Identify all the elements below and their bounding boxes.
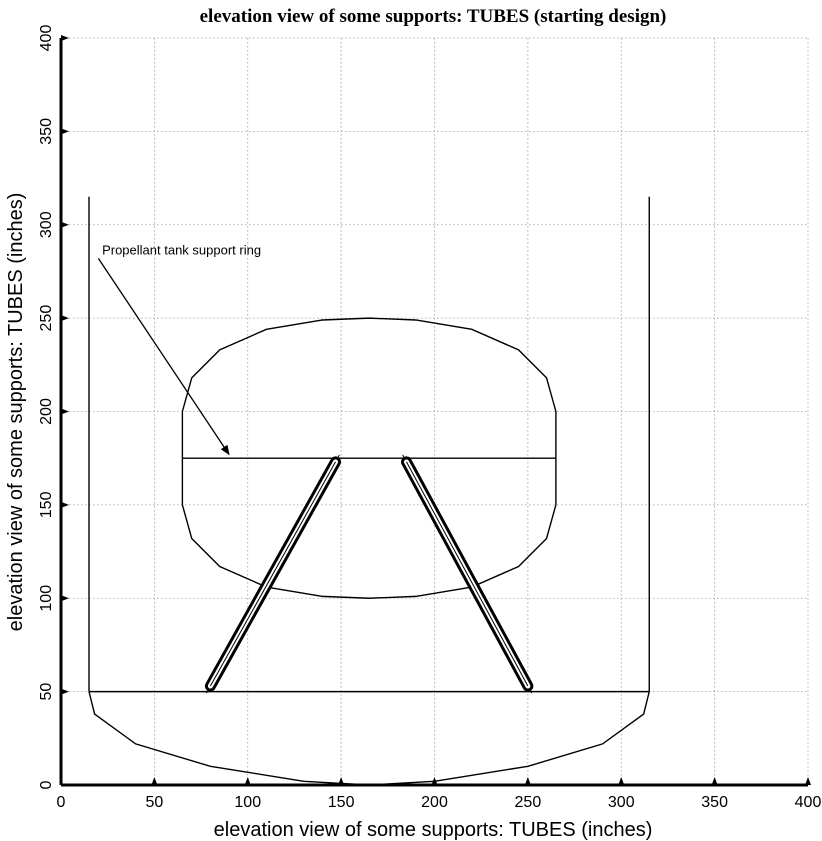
y-tick-mark xyxy=(61,595,69,602)
x-tick-mark xyxy=(338,777,345,785)
drawing xyxy=(88,196,650,786)
y-tick-label: 200 xyxy=(38,398,55,425)
tank-upper-dome xyxy=(181,317,557,412)
y-tick-label: 250 xyxy=(38,305,55,332)
y-tick-mark xyxy=(61,501,69,508)
x-tick-mark xyxy=(805,777,811,785)
x-tick-label: 250 xyxy=(515,794,542,811)
x-tick-mark xyxy=(711,777,718,785)
y-tick-mark xyxy=(61,221,69,228)
axes xyxy=(59,35,811,787)
y-tick-mark xyxy=(61,315,69,322)
x-tick-label: 350 xyxy=(701,794,728,811)
tubes xyxy=(204,454,534,694)
chart-title: elevation view of some supports: TUBES (… xyxy=(200,6,667,27)
x-tick-mark xyxy=(244,777,251,785)
x-tick-label: 50 xyxy=(145,794,163,811)
grid xyxy=(61,37,809,785)
left-tube-core xyxy=(209,461,336,687)
y-tick-label: 150 xyxy=(38,491,55,518)
x-tick-label: 0 xyxy=(57,794,66,811)
tank-lower-dome xyxy=(181,504,557,599)
right-tube-core xyxy=(406,461,529,687)
y-tick-label: 50 xyxy=(38,683,55,701)
y-tick-mark xyxy=(61,688,69,695)
y-tick-mark xyxy=(61,35,69,41)
x-tick-mark xyxy=(524,777,531,785)
x-tick-mark xyxy=(151,777,158,785)
x-tick-mark xyxy=(618,777,625,785)
annotations: Propellant tank support ring xyxy=(97,242,261,456)
y-tick-label: 0 xyxy=(38,780,55,789)
x-tick-label: 150 xyxy=(328,794,355,811)
x-axis-label: elevation view of some supports: TUBES (… xyxy=(214,819,653,841)
tick-labels: 0 50 100 150 200 250 300 350 400 0 50 100 150 200 250 3… xyxy=(38,25,821,811)
x-tick-label: 200 xyxy=(421,794,448,811)
bottom-bulkhead xyxy=(88,691,650,786)
y-tick-label: 400 xyxy=(38,25,55,52)
y-tick-label: 300 xyxy=(38,211,55,238)
annotation-arrow xyxy=(97,258,230,456)
y-tick-mark xyxy=(61,128,69,135)
y-tick-label: 350 xyxy=(38,118,55,145)
left-tube xyxy=(204,454,342,694)
x-tick-label: 100 xyxy=(234,794,261,811)
x-tick-label: 300 xyxy=(608,794,635,811)
y-tick-mark xyxy=(61,408,69,415)
annotation-text: Propellant tank support ring xyxy=(102,242,261,257)
y-axis-label: elevation view of some supports: TUBES (… xyxy=(5,193,27,632)
x-tick-mark xyxy=(431,777,438,785)
y-tick-label: 100 xyxy=(38,585,55,612)
x-tick-label: 400 xyxy=(795,794,822,811)
right-tube xyxy=(400,454,534,694)
